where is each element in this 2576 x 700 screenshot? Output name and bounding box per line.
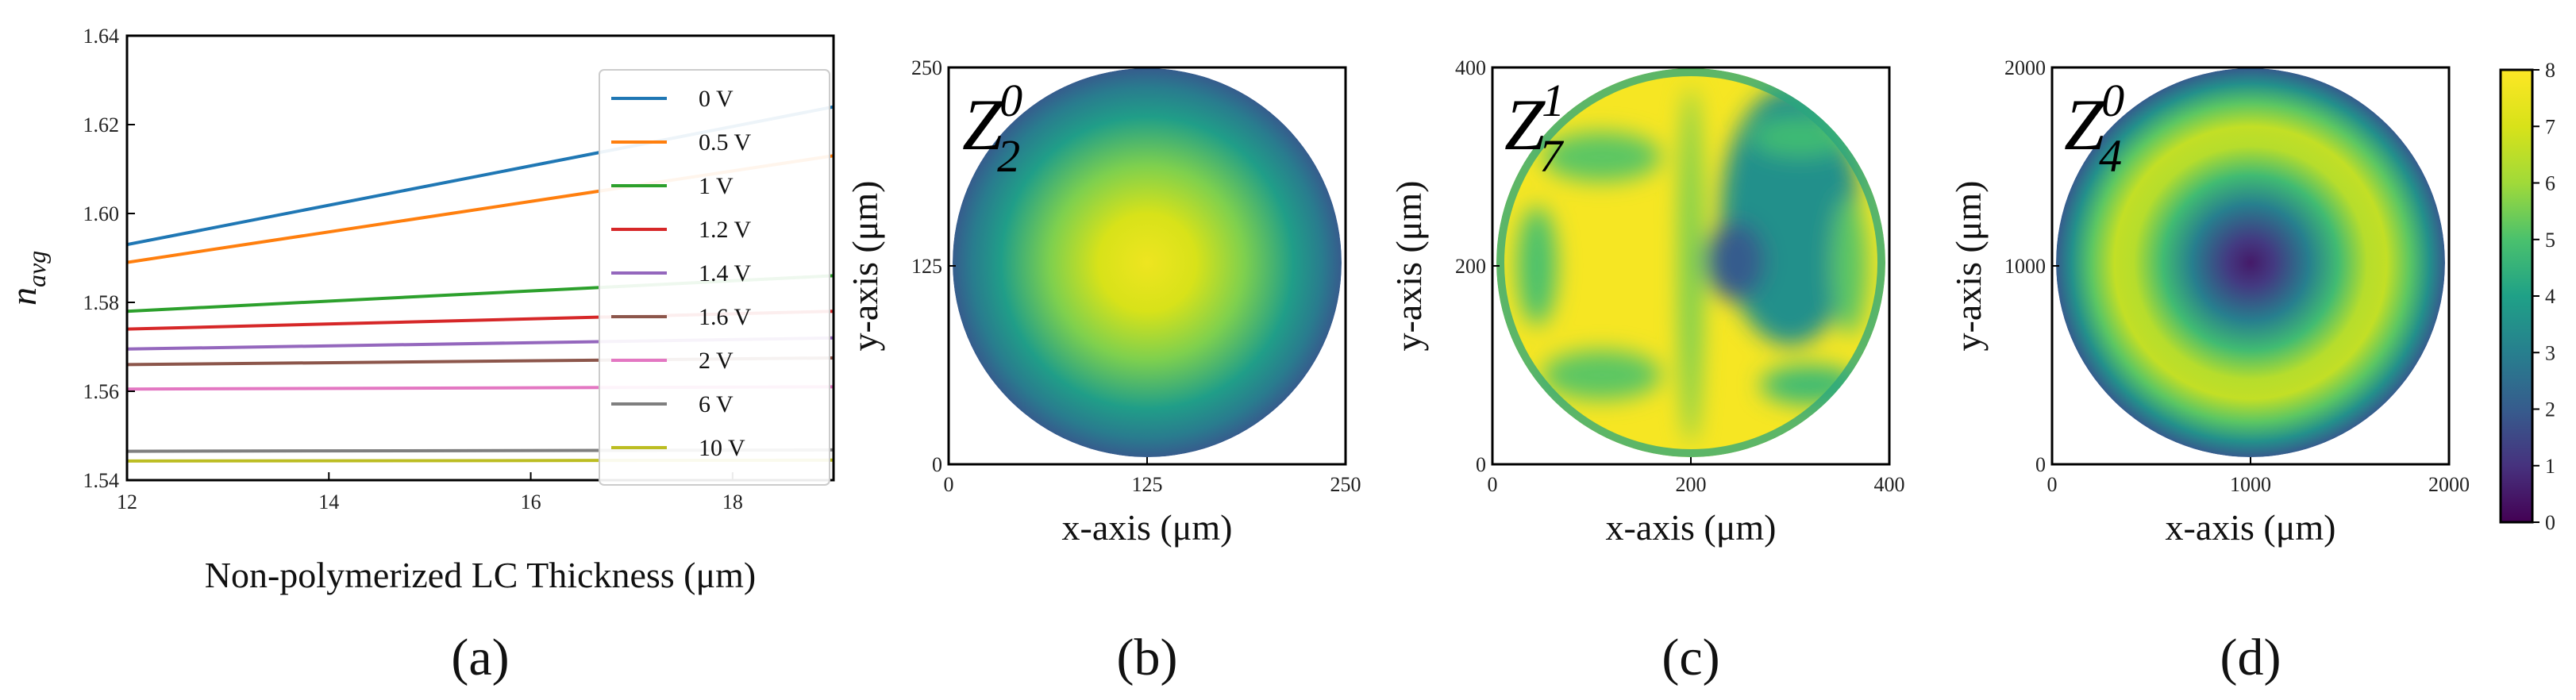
colorbar-tick-label: 6	[2545, 172, 2555, 195]
y-tick-label: 1.56	[83, 380, 120, 403]
panel-b-phase-disk	[953, 68, 1342, 457]
legend-label: 10 V	[699, 435, 745, 461]
x-tick-label: 250	[1330, 473, 1361, 496]
panel-c-heatmap: Z1 7 0 200 400 0 200 400 x-axis (μm) y-axis (μ…	[1388, 56, 1905, 687]
y-tick-label: 0	[932, 453, 942, 476]
legend-label: 1 V	[699, 173, 734, 199]
panel-b-y-label: y-axis (μm)	[845, 181, 885, 352]
panel-b-zernike-label: Z0 2	[962, 75, 1022, 182]
colorbar: 0 1 2 3 4 5 6 7 8	[2499, 59, 2555, 534]
legend-label: 1.6 V	[699, 304, 751, 330]
x-tick-label: 14	[318, 490, 339, 513]
colorbar-tick-label: 2	[2545, 398, 2555, 421]
x-tick-label: 1000	[2230, 473, 2271, 496]
panel-a-x-ticks: 12 14 16 18	[117, 472, 743, 513]
x-tick-label: 0	[1488, 473, 1498, 496]
panel-c-feature-1	[1705, 221, 1765, 301]
panel-c-ticks: 0 200 400 0 200 400	[1455, 56, 1905, 496]
x-tick-label: 400	[1874, 473, 1905, 496]
y-tick-label: 0	[1476, 453, 1486, 476]
panel-c-y-label: y-axis (μm)	[1388, 181, 1429, 352]
y-tick-label: 125	[911, 255, 942, 278]
y-tick-label: 1.64	[83, 25, 120, 48]
legend-label: 2 V	[699, 348, 734, 374]
x-tick-label: 16	[521, 490, 541, 513]
legend-label: 1.2 V	[699, 217, 751, 243]
y-tick-label: 1.60	[83, 202, 120, 225]
panel-d-phase-disk	[2056, 68, 2445, 457]
x-tick-label: 200	[1676, 473, 1707, 496]
legend-label: 6 V	[699, 391, 734, 417]
panel-c-disk	[1496, 68, 1885, 457]
panel-label-b: (b)	[1117, 629, 1178, 687]
panel-a-x-label: Non-polymerized LC Thickness (μm)	[205, 555, 757, 595]
y-tick-label: 1.58	[83, 291, 120, 314]
colorbar-ticks: 0 1 2 3 4 5 6 7 8	[2532, 59, 2555, 534]
colorbar-tick-label: 5	[2545, 229, 2555, 252]
x-tick-label: 12	[117, 490, 137, 513]
panel-c-feature-8	[1831, 196, 1868, 336]
panel-b-disk	[953, 68, 1342, 457]
panel-d-disk	[2056, 68, 2445, 457]
panel-b-x-label: x-axis (μm)	[1062, 507, 1233, 548]
y-tick-label: 2000	[2004, 56, 2046, 79]
panel-d-x-label: x-axis (μm)	[2166, 507, 2336, 548]
panel-a-y-ticks: 1.54 1.56 1.58 1.60 1.62 1.64	[83, 25, 135, 492]
panel-d-y-label: y-axis (μm)	[1948, 181, 1989, 352]
colorbar-tick-label: 3	[2545, 341, 2555, 364]
panel-d-zernike-label: Z0 4	[2064, 75, 2124, 182]
x-tick-label: 18	[722, 490, 743, 513]
x-tick-label: 125	[1132, 473, 1163, 496]
colorbar-tick-label: 7	[2545, 115, 2555, 138]
panel-d-heatmap: Z0 4 0 1000 2000 0 1000 2000 x-axis (μm) y-axi…	[1948, 56, 2470, 687]
legend-label: 1.4 V	[699, 260, 751, 287]
colorbar-tick-label: 8	[2545, 59, 2555, 82]
y-tick-label: 0	[2035, 453, 2046, 476]
panel-label-c: (c)	[1662, 629, 1719, 687]
panel-c-rim	[1496, 68, 1885, 457]
panel-a-plot-frame	[125, 34, 835, 482]
panel-c-feature-4	[1542, 350, 1662, 400]
panel-label-a: (a)	[451, 629, 509, 687]
panel-d-ticks: 0 1000 2000 0 1000 2000	[2004, 56, 2470, 496]
panel-label-d: (d)	[2220, 629, 2281, 687]
panel-a-y-label: navg	[3, 251, 51, 306]
legend-label: 0.5 V	[699, 129, 751, 156]
panel-c-features	[1517, 87, 1868, 444]
panel-a-series-lines	[127, 105, 834, 463]
legend-label: 0 V	[699, 86, 734, 112]
panel-c-feature-3	[1542, 132, 1662, 182]
colorbar-tick-label: 1	[2545, 455, 2555, 478]
panel-c-feature-7	[1517, 206, 1558, 325]
panel-c-x-label: x-axis (μm)	[1606, 507, 1777, 548]
y-tick-label: 1.54	[83, 469, 120, 492]
panel-c-feature-2	[1679, 87, 1703, 444]
y-tick-label: 200	[1455, 255, 1486, 278]
legend-box	[599, 69, 830, 486]
y-tick-label: 250	[911, 56, 942, 79]
panel-c-zernike-label: Z1 7	[1504, 75, 1565, 182]
y-tick-label: 1000	[2004, 255, 2046, 278]
panel-b-ticks: 0 125 250 0 125 250	[911, 56, 1361, 496]
x-tick-label: 0	[944, 473, 954, 496]
y-tick-label: 1.62	[83, 113, 120, 137]
colorbar-tick-label: 4	[2545, 285, 2555, 308]
colorbar-gradient	[2499, 68, 2534, 524]
colorbar-tick-label: 0	[2545, 511, 2555, 534]
panel-a-legend: 0 V 0.5 V 1 V 1.2 V 1.4 V 1.6 V 2 V 6 V 10 V	[599, 69, 830, 486]
panel-a-line-chart: 1.54 1.56 1.58 1.60 1.62 1.64 12 14 16 18 navg N…	[3, 25, 835, 687]
x-tick-label: 2000	[2428, 473, 2470, 496]
y-tick-label: 400	[1455, 56, 1486, 79]
panel-b-heatmap: Z0 2 0 125 250 0 125 250 x-axis (μm) y-axis (μ…	[845, 56, 1361, 687]
x-tick-label: 0	[2047, 473, 2058, 496]
